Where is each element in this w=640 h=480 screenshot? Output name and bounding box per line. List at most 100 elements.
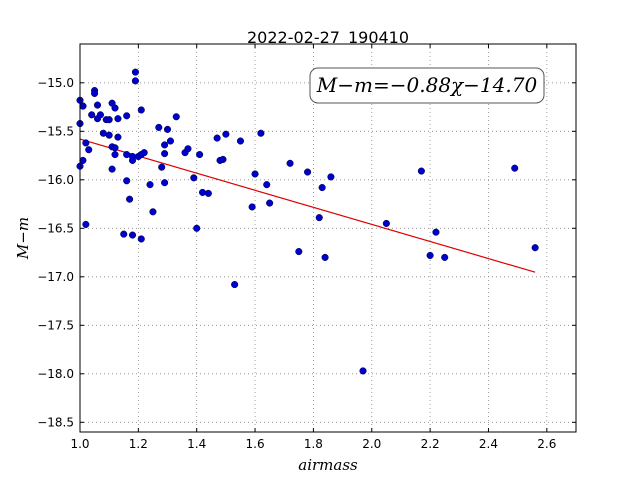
data-point xyxy=(251,170,259,178)
data-point xyxy=(91,89,99,98)
x-tick-label: 2.0 xyxy=(362,437,381,451)
x-tick-label: 2.2 xyxy=(421,437,440,451)
data-point xyxy=(198,188,207,196)
data-points xyxy=(76,68,539,375)
x-tick-label: 1.8 xyxy=(304,437,323,451)
data-point xyxy=(140,149,148,157)
x-axis-ticks: 1.0 1.2 1.4 1.6 1.8 2.0 2.2 2.4 2.6 xyxy=(70,44,556,451)
fit-line xyxy=(79,138,536,273)
grid-lines xyxy=(79,44,576,432)
data-point xyxy=(93,101,102,109)
y-tick-label: −15.5 xyxy=(37,124,74,138)
data-point xyxy=(184,145,192,153)
data-point xyxy=(82,220,90,228)
data-point xyxy=(196,151,204,159)
data-point xyxy=(155,123,163,131)
y-tick-label: −17.0 xyxy=(37,270,74,284)
data-point xyxy=(146,181,154,189)
data-point xyxy=(79,156,87,164)
y-tick-label: −17.5 xyxy=(37,318,74,332)
fit-line-group xyxy=(79,138,536,273)
data-point xyxy=(114,115,122,123)
y-tick-label: −18.5 xyxy=(37,415,74,429)
annotation-box: M−m=−0.88χ−14.70 xyxy=(309,67,545,104)
data-point xyxy=(511,164,519,172)
data-point xyxy=(114,133,122,141)
y-tick-label: −16.0 xyxy=(37,173,74,187)
data-point xyxy=(266,199,274,207)
data-point xyxy=(193,224,201,232)
data-point xyxy=(149,208,157,216)
data-point xyxy=(105,116,113,124)
data-point xyxy=(222,130,230,138)
data-point xyxy=(359,367,367,375)
y-axis-label: M−m xyxy=(14,217,32,260)
data-point xyxy=(321,253,329,261)
data-point xyxy=(166,137,174,145)
y-axis-ticks: −15.0 −15.5 −16.0 −16.5 −17.0 −17.5 −18.0 −18.5 xyxy=(37,76,576,429)
y-tick-label: −18.0 xyxy=(37,367,74,381)
data-point xyxy=(163,125,172,133)
data-point xyxy=(123,112,131,120)
data-point xyxy=(219,155,227,163)
data-point xyxy=(126,195,134,203)
data-point xyxy=(286,159,294,167)
data-point xyxy=(82,139,90,147)
data-point xyxy=(111,144,119,152)
data-point xyxy=(161,141,169,149)
x-tick-label: 1.6 xyxy=(246,437,265,451)
data-point xyxy=(161,179,169,187)
chart-title: 2022-02-27_190410 xyxy=(247,28,409,48)
y-tick-label: −16.5 xyxy=(37,221,74,235)
data-point xyxy=(105,131,113,139)
data-point xyxy=(295,248,303,256)
data-point xyxy=(441,253,449,261)
data-point xyxy=(128,231,137,239)
plot-area xyxy=(80,44,576,432)
data-point xyxy=(111,151,119,159)
data-point xyxy=(236,137,245,145)
data-point xyxy=(248,203,256,211)
data-point xyxy=(204,189,212,197)
data-point xyxy=(432,228,440,236)
x-tick-label: 2.6 xyxy=(537,437,556,451)
data-point xyxy=(315,214,323,222)
data-point xyxy=(123,177,131,185)
data-point xyxy=(88,111,96,119)
data-point xyxy=(137,235,145,243)
plot-frame xyxy=(79,43,577,433)
data-point xyxy=(131,77,139,85)
data-point xyxy=(131,68,139,76)
data-point xyxy=(318,184,326,192)
data-point xyxy=(257,129,265,137)
data-point xyxy=(382,219,390,227)
data-point xyxy=(108,165,116,173)
data-point xyxy=(111,104,119,112)
data-point xyxy=(120,230,128,238)
data-point xyxy=(161,150,169,158)
data-point xyxy=(85,146,93,154)
data-point xyxy=(304,168,312,176)
data-point xyxy=(231,281,239,289)
x-axis-label: airmass xyxy=(298,456,358,474)
data-point xyxy=(137,106,145,114)
data-point xyxy=(128,156,137,164)
x-tick-label: 2.4 xyxy=(479,437,498,451)
data-point xyxy=(79,102,87,110)
x-tick-label: 1.2 xyxy=(129,437,148,451)
x-tick-label: 1.4 xyxy=(187,437,206,451)
data-point xyxy=(96,111,104,119)
fit-equation: M−m=−0.88χ−14.70 xyxy=(316,73,538,97)
data-point xyxy=(158,163,166,171)
data-point xyxy=(426,251,434,260)
data-point xyxy=(327,173,335,181)
data-point xyxy=(417,167,425,175)
data-point xyxy=(172,113,180,121)
y-tick-label: −15.0 xyxy=(37,76,74,90)
data-point xyxy=(263,181,271,189)
x-tick-label: 1.0 xyxy=(70,437,89,451)
data-point xyxy=(531,244,539,252)
data-point xyxy=(190,174,198,182)
data-point xyxy=(213,134,221,142)
